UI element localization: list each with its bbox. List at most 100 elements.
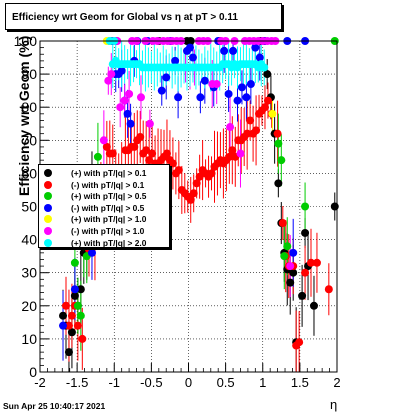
data-point	[289, 248, 298, 257]
x-tick-label: -2	[34, 375, 46, 390]
data-markers	[59, 37, 339, 357]
data-point	[108, 149, 117, 158]
data-point	[168, 159, 177, 168]
data-point	[273, 129, 282, 138]
x-tick-label: 2	[333, 375, 340, 390]
legend-marker	[44, 227, 52, 235]
data-point	[142, 146, 151, 155]
y-axis-label: Efficiency wrt Geom (%)	[16, 35, 32, 196]
data-point	[70, 285, 79, 294]
legend-label: (+) with pT/|q| > 2.0	[71, 237, 147, 248]
legend-marker	[44, 169, 52, 177]
data-point	[295, 338, 304, 347]
data-point	[189, 189, 198, 198]
data-point	[64, 348, 73, 357]
data-point	[59, 321, 68, 330]
data-point	[174, 166, 183, 175]
data-point	[286, 278, 295, 287]
data-point	[120, 96, 129, 105]
data-point	[263, 96, 272, 105]
data-point	[67, 328, 76, 337]
data-point	[107, 70, 116, 79]
data-point	[312, 258, 321, 267]
data-point	[260, 103, 269, 112]
data-point	[309, 301, 318, 310]
data-point	[148, 149, 157, 158]
data-point	[307, 258, 316, 267]
data-point	[228, 146, 237, 155]
data-point	[283, 242, 292, 251]
x-tick-label: 1.5	[291, 375, 309, 390]
data-point	[76, 311, 85, 320]
legend-entry: (-) with pT/|q| > 1.0	[39, 225, 169, 237]
data-point	[225, 152, 234, 161]
chart-title: Efficiency wrt Geom for Global vs η at p…	[5, 3, 282, 30]
data-point	[289, 268, 298, 277]
x-tick-label: 0	[185, 375, 192, 390]
data-point	[93, 152, 102, 161]
data-point	[70, 291, 79, 300]
x-tick-label: 1	[259, 375, 266, 390]
legend-label: (+) with pT/|q| > 1.0	[71, 214, 147, 225]
data-point	[162, 149, 171, 158]
x-tick-label: -1	[108, 375, 120, 390]
x-axis-label: η	[330, 397, 338, 412]
data-point	[64, 321, 73, 330]
data-point	[145, 119, 154, 128]
data-point	[73, 321, 82, 330]
data-point	[242, 93, 251, 102]
data-point	[123, 109, 132, 118]
data-point	[73, 301, 82, 310]
data-point	[87, 248, 96, 257]
data-point	[301, 202, 310, 211]
y-tick-label: 50	[21, 199, 37, 215]
legend-label: (-) with pT/|q| > 1.0	[71, 226, 145, 236]
legend-label: (-) with pT/|q| > 0.1	[71, 179, 145, 190]
legend-label: (+) with pT/|q| > 0.5	[71, 191, 147, 202]
data-point	[192, 179, 201, 188]
data-point	[220, 46, 229, 55]
data-point	[145, 156, 154, 165]
legend-marker	[44, 192, 52, 201]
y-tick-label: 90	[21, 66, 37, 82]
data-point	[274, 179, 283, 188]
data-point	[78, 334, 87, 343]
legend-marker	[44, 238, 52, 247]
legend-entry: (+) with pT/|q| > 1.0	[39, 213, 169, 225]
data-point	[196, 93, 205, 102]
data-point	[200, 76, 209, 85]
data-point	[157, 86, 166, 95]
legend-marker	[44, 215, 52, 224]
data-point	[224, 89, 233, 98]
x-tick-label: -0.5	[140, 375, 162, 390]
data-point	[130, 142, 139, 151]
y-tick-label: 20	[21, 298, 37, 314]
data-point	[330, 202, 339, 211]
data-point	[104, 76, 113, 85]
data-point	[263, 70, 272, 79]
data-point	[260, 63, 269, 72]
data-point	[186, 195, 195, 204]
data-point	[185, 43, 194, 52]
data-point	[268, 109, 277, 118]
legend-entry: (+) with pT/|q| > 0.5	[39, 190, 169, 202]
y-tick-label: 100	[14, 33, 38, 49]
data-point	[274, 139, 283, 148]
data-point	[251, 43, 260, 52]
data-point	[174, 93, 183, 102]
data-point	[255, 53, 264, 62]
legend-entry: (+) with pT/|q| > 0.1	[39, 167, 169, 179]
data-point	[126, 119, 135, 128]
timestamp: Sun Apr 25 10:40:17 2021	[3, 401, 106, 411]
data-point	[278, 219, 287, 228]
data-point	[246, 116, 255, 125]
data-point	[99, 136, 108, 145]
data-point	[70, 258, 79, 267]
data-point	[76, 285, 85, 294]
y-tick-label: 70	[21, 132, 37, 148]
data-point	[324, 285, 333, 294]
y-tick-label: 80	[21, 99, 37, 115]
y-tick-label: 40	[21, 232, 37, 248]
data-point	[237, 83, 246, 92]
